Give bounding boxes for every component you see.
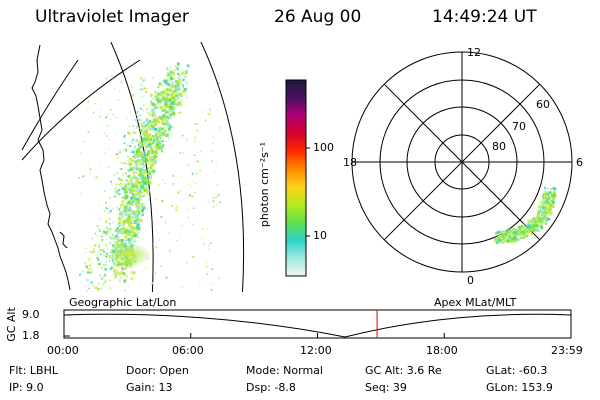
- altitude-x-tick-label: 12:00: [300, 344, 332, 357]
- geographic-panel-label: Geographic Lat/Lon: [69, 296, 177, 309]
- altitude-x-tick-label: 06:00: [172, 344, 204, 357]
- mlt-label-12: 12: [467, 46, 481, 59]
- altitude-axis-label: GC Alt: [4, 307, 18, 342]
- altitude-x-tick-label: 18:00: [426, 344, 458, 357]
- geographic-map: [21, 42, 245, 292]
- gc-alt-info: GC Alt: 3.6 Re: [365, 364, 442, 377]
- instrument-title: Ultraviolet Imager: [35, 7, 189, 27]
- lat-grid-line: [21, 59, 141, 161]
- altitude-curve: [63, 313, 572, 338]
- polar-meridian: [383, 83, 541, 241]
- mlt-label-0: 0: [467, 274, 474, 287]
- colorbar-tick-label: 100: [313, 141, 334, 154]
- lat-grid-line: [21, 59, 79, 151]
- observation-date: 26 Aug 00: [274, 7, 362, 27]
- altitude-y-tick: 1.8: [22, 329, 40, 342]
- lat-label-70: 70: [512, 120, 526, 133]
- altitude-y-tick: 9.0: [22, 308, 40, 321]
- polar-map: [351, 51, 573, 273]
- seq-info: Seq: 39: [365, 381, 407, 394]
- altitude-x-tick-label: 00:00: [47, 344, 79, 357]
- glon-info: GLon: 153.9: [486, 381, 553, 394]
- dsp-info: Dsp: -8.8: [246, 381, 296, 394]
- ip-info: IP: 9.0: [9, 381, 44, 394]
- mlt-label-6: 6: [576, 156, 583, 169]
- observation-time: 14:49:24 UT: [432, 7, 537, 27]
- colorbar-unit-label: photon cm⁻²s⁻¹: [258, 141, 272, 228]
- door-info: Door: Open: [126, 364, 189, 377]
- filter-info: Flt: LBHL: [9, 364, 58, 377]
- coastline: [31, 44, 71, 291]
- altitude-x-tick-label: 23:59: [551, 344, 583, 357]
- gain-info: Gain: 13: [126, 381, 173, 394]
- aurora-emission: [78, 62, 221, 292]
- lat-label-80: 80: [492, 140, 506, 153]
- lat-label-60: 60: [536, 98, 550, 111]
- apex-panel-label: Apex MLat/MLT: [434, 296, 517, 309]
- mlt-label-18: 18: [343, 156, 357, 169]
- lon-grid-line: [200, 42, 245, 292]
- mode-info: Mode: Normal: [246, 364, 323, 377]
- colorbar: [285, 79, 307, 277]
- colorbar-tick-label: 10: [313, 229, 327, 242]
- aurora-emission-polar: [493, 186, 557, 245]
- glat-info: GLat: -60.3: [486, 364, 548, 377]
